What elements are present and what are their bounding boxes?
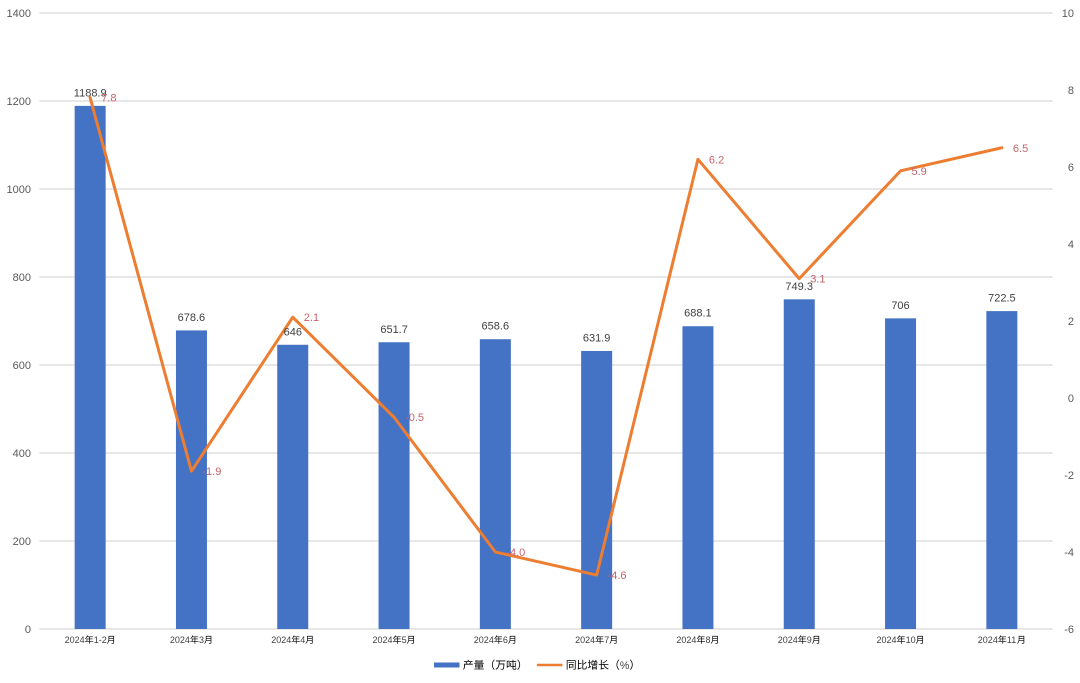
svg-text:7: 7 [604,635,609,645]
svg-text:2024: 2024 [778,635,798,645]
svg-text:1000: 1000 [7,184,31,196]
svg-text:%: % [620,660,630,672]
svg-text:678.6: 678.6 [178,312,206,324]
svg-text:600: 600 [13,360,31,372]
svg-text:-4: -4 [1064,547,1074,559]
svg-text:2024: 2024 [65,635,85,645]
svg-text:2024: 2024 [170,635,190,645]
svg-text:2024: 2024 [676,635,696,645]
svg-text:1188.9: 1188.9 [74,87,107,99]
svg-text:9: 9 [807,635,812,645]
svg-text:1400: 1400 [7,8,31,20]
svg-text:7.8: 7.8 [101,93,116,105]
svg-text:0: 0 [1068,393,1074,405]
svg-text:0: 0 [25,624,31,636]
svg-text:658.6: 658.6 [482,321,510,333]
svg-text:631.9: 631.9 [583,333,611,345]
svg-text:722.5: 722.5 [988,293,1016,305]
svg-text:749.3: 749.3 [785,281,813,293]
svg-text:8: 8 [706,635,711,645]
svg-text:-4.0: -4.0 [506,547,525,559]
svg-text:200: 200 [13,536,31,548]
svg-text:6: 6 [503,635,508,645]
svg-text:1-2: 1-2 [94,635,107,645]
svg-text:400: 400 [13,448,31,460]
svg-text:3: 3 [199,635,204,645]
svg-text:800: 800 [13,272,31,284]
svg-text:2024: 2024 [978,635,998,645]
svg-text:2024: 2024 [474,635,494,645]
svg-text:6.2: 6.2 [709,154,724,166]
svg-text:6: 6 [1068,162,1074,174]
svg-text:-0.5: -0.5 [405,412,424,424]
svg-text:706: 706 [891,300,909,312]
svg-text:5: 5 [402,635,407,645]
svg-text:651.7: 651.7 [380,324,408,336]
svg-text:5.9: 5.9 [912,166,927,178]
svg-text:8: 8 [1068,85,1074,97]
svg-text:1200: 1200 [7,96,31,108]
svg-text:4: 4 [300,635,305,645]
svg-text:2024: 2024 [575,635,595,645]
svg-text:-1.9: -1.9 [202,466,221,478]
svg-text:-2: -2 [1064,470,1074,482]
svg-text:646: 646 [284,326,302,338]
svg-text:2024: 2024 [373,635,393,645]
svg-text:2.1: 2.1 [304,312,319,324]
svg-text:-4.6: -4.6 [608,570,627,582]
svg-text:11: 11 [1007,635,1016,645]
svg-text:4: 4 [1068,239,1074,251]
svg-text:10: 10 [906,635,916,645]
svg-text:3.1: 3.1 [810,274,825,286]
svg-text:2024: 2024 [271,635,291,645]
svg-text:2024: 2024 [877,635,897,645]
svg-text:-6: -6 [1064,624,1074,636]
svg-text:688.1: 688.1 [684,308,712,320]
svg-text:10: 10 [1062,8,1074,20]
svg-text:6.5: 6.5 [1013,143,1028,155]
svg-text:2: 2 [1068,316,1074,328]
